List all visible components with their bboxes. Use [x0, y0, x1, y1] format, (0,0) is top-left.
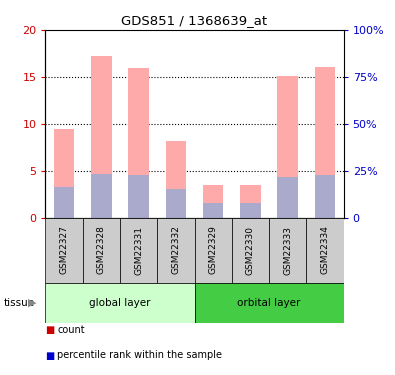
- Bar: [269, 217, 307, 283]
- Bar: [277, 177, 298, 218]
- Text: ▶: ▶: [28, 297, 37, 307]
- Bar: [91, 174, 112, 217]
- Title: GDS851 / 1368639_at: GDS851 / 1368639_at: [122, 15, 267, 27]
- Text: global layer: global layer: [89, 297, 151, 307]
- Text: orbital layer: orbital layer: [237, 297, 301, 307]
- Bar: [91, 56, 112, 217]
- Bar: [120, 217, 157, 283]
- Text: ■: ■: [45, 351, 55, 360]
- Bar: [232, 217, 269, 283]
- Bar: [194, 217, 232, 283]
- Bar: [315, 176, 335, 217]
- Bar: [194, 283, 344, 322]
- Text: GSM22327: GSM22327: [60, 226, 69, 274]
- Bar: [45, 217, 83, 283]
- Bar: [54, 187, 74, 218]
- Text: GSM22329: GSM22329: [209, 226, 218, 274]
- Bar: [315, 67, 335, 218]
- Text: GSM22331: GSM22331: [134, 225, 143, 274]
- Bar: [203, 202, 224, 217]
- Bar: [157, 217, 194, 283]
- Bar: [240, 185, 261, 218]
- Text: GSM22332: GSM22332: [171, 226, 181, 274]
- Text: GSM22328: GSM22328: [97, 226, 106, 274]
- Bar: [166, 189, 186, 217]
- Bar: [240, 203, 261, 217]
- Text: ■: ■: [45, 325, 55, 335]
- Bar: [83, 217, 120, 283]
- Bar: [54, 129, 74, 218]
- Bar: [128, 176, 149, 217]
- Text: GSM22334: GSM22334: [320, 226, 329, 274]
- Bar: [277, 76, 298, 217]
- Bar: [203, 185, 224, 218]
- Text: GSM22330: GSM22330: [246, 225, 255, 274]
- Text: percentile rank within the sample: percentile rank within the sample: [57, 351, 222, 360]
- Bar: [45, 283, 194, 322]
- Text: GSM22333: GSM22333: [283, 225, 292, 274]
- Text: tissue: tissue: [4, 297, 35, 307]
- Bar: [166, 141, 186, 218]
- Bar: [307, 217, 344, 283]
- Bar: [128, 68, 149, 218]
- Text: count: count: [57, 325, 85, 335]
